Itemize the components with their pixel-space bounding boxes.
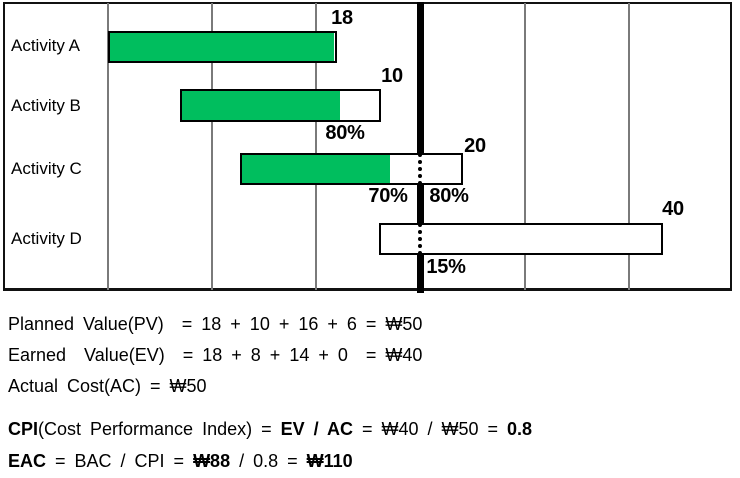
formula-line: Actual Cost(AC) = ₩50 [8, 371, 740, 402]
vertical-gridline [315, 3, 317, 290]
formula-line: Earned Value(EV) = 18 + 8 + 14 + 0 = ₩40 [8, 340, 740, 371]
bar-value-label: 80% [429, 185, 469, 207]
completed-portion [242, 155, 390, 183]
status-date-marker-dotted [418, 223, 422, 255]
formula-line: EAC = BAC / CPI = ₩88 / 0.8 = ₩110 [8, 446, 740, 477]
vertical-gridline [628, 3, 630, 290]
bar-value-label: 15% [426, 256, 466, 278]
activity-row-label: Activity D [11, 229, 82, 248]
formula-segment: = BAC / CPI = [46, 451, 194, 471]
gantt-progress-chart: Activity A Activity B Activity C Activity D… [3, 2, 732, 293]
vertical-gridline [107, 3, 109, 290]
activity-row-label: Activity A [11, 36, 80, 55]
activity-bar [180, 89, 381, 122]
formula-segment: Planned Value(PV) = 18 + 10 + 16 + 6 = ₩… [8, 314, 423, 334]
formula-segment-bold: ₩110 [306, 451, 353, 471]
completed-portion [110, 33, 334, 61]
bar-value-label: 18 [331, 7, 353, 29]
formula-segment-bold: ₩88 [193, 451, 231, 471]
activity-row-label: Activity C [11, 159, 82, 178]
activity-bar [379, 223, 663, 255]
vertical-gridline [211, 3, 213, 290]
activity-bar [108, 31, 337, 63]
activity-bar [240, 153, 463, 185]
activity-row-label: Activity B [11, 96, 81, 115]
bar-value-label: 70% [368, 185, 408, 207]
formula-line: Planned Value(PV) = 18 + 10 + 16 + 6 = ₩… [8, 309, 740, 340]
status-date-marker-dotted [418, 153, 422, 185]
formula-segment: = ₩40 / ₩50 = [352, 419, 508, 439]
formula-segment-bold: 0.8 [507, 419, 533, 439]
status-date-line [417, 2, 424, 293]
formula-line: CPI(Cost Performance Index) = EV / AC = … [8, 413, 740, 446]
bar-value-label: 40 [662, 198, 684, 220]
formula-segment: (Cost Performance Index) = [38, 419, 281, 439]
formula-segment: / 0.8 = [230, 451, 307, 471]
formula-segment-bold: EAC [8, 451, 47, 471]
formula-segment-bold: CPI [8, 419, 39, 439]
completed-portion [182, 91, 340, 120]
formula-segment: Actual Cost(AC) = ₩50 [8, 376, 207, 396]
evm-formulas: Planned Value(PV) = 18 + 10 + 16 + 6 = ₩… [0, 296, 740, 477]
bar-value-label: 80% [325, 122, 365, 144]
formula-segment-bold: EV / AC [280, 419, 353, 439]
vertical-gridline [524, 3, 526, 290]
formula-segment: Earned Value(EV) = 18 + 8 + 14 + 0 = ₩40 [8, 345, 423, 365]
bar-value-label: 10 [381, 65, 403, 87]
bar-value-label: 20 [464, 135, 486, 157]
